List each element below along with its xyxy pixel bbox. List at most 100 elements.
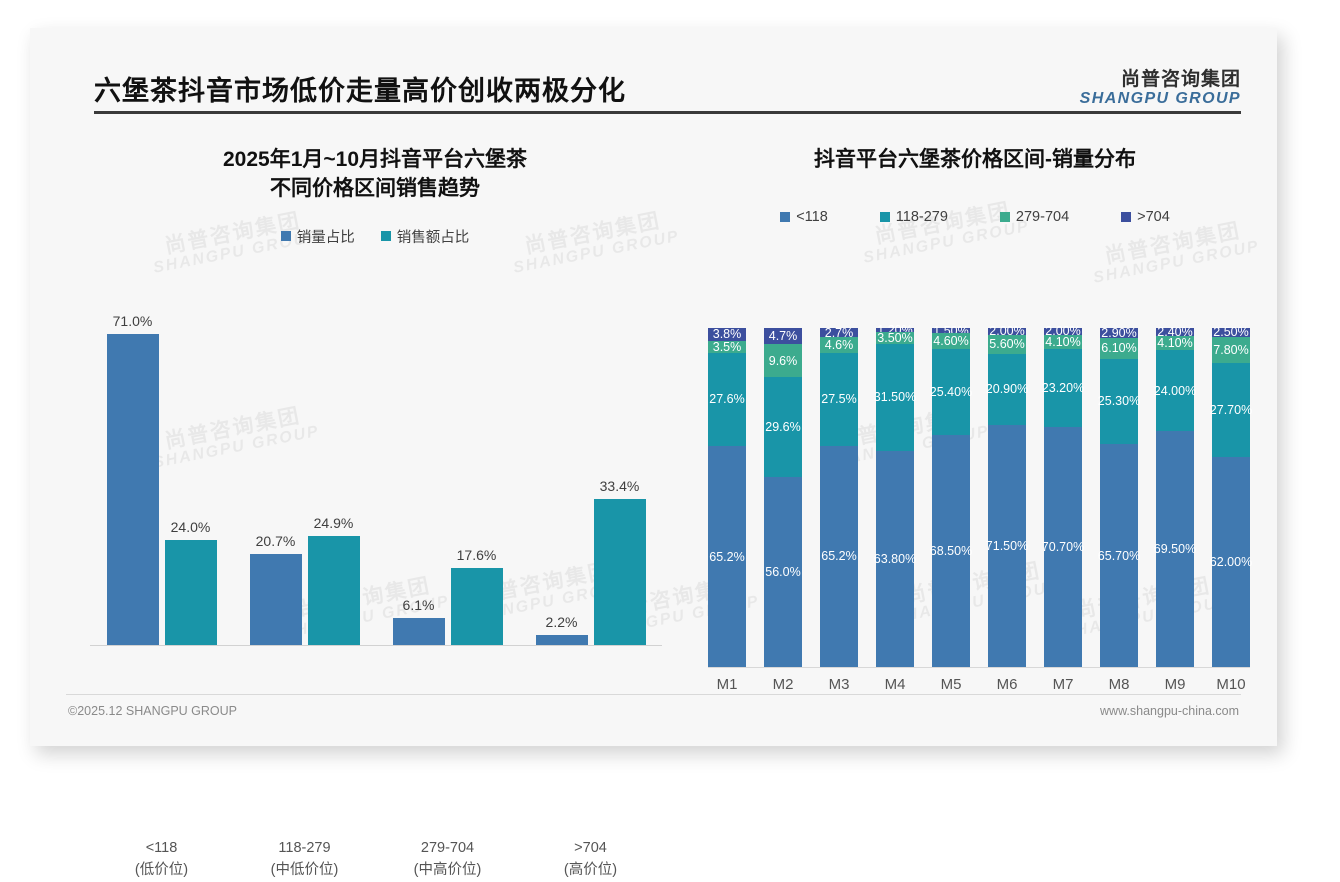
legend-label: 279-704 bbox=[1015, 208, 1070, 225]
slide-header: 六堡茶抖音市场低价走量高价创收两极分化 尚普咨询集团 SHANGPU GROUP bbox=[30, 62, 1277, 114]
stacked-segment[interactable]: 6.10% bbox=[1100, 337, 1138, 359]
right-legend-item[interactable]: 279-704 bbox=[999, 208, 1070, 225]
bar-value-label: 17.6% bbox=[456, 546, 497, 563]
stacked-bar-column[interactable]: 2.00% 5.60% 20.90% 71.50% bbox=[985, 324, 1029, 667]
grouped-bar-groups: 71.0% 24.0% 20.7% 24.9% 6.1% 17.6% 2.2% 33.4% bbox=[90, 313, 662, 645]
left-chart-title-line2: 不同价格区间销售趋势 bbox=[270, 176, 480, 200]
grouped-bar-chart: 71.0% 24.0% 20.7% 24.9% 6.1% 17.6% 2.2% 33.4% <… bbox=[90, 313, 662, 878]
stacked-bar-column[interactable]: 2.40% 4.10% 24.00% 69.50% bbox=[1154, 325, 1196, 667]
stacked-segment[interactable]: 65.2% bbox=[708, 446, 746, 667]
left-chart-panel: 2025年1月~10月抖音平台六堡茶 不同价格区间销售趋势 销量占比 销售额占比 … bbox=[70, 128, 680, 878]
segment-value-label: 68.50% bbox=[929, 543, 973, 558]
stacked-segment[interactable]: 4.6% bbox=[820, 337, 858, 353]
stacked-segment[interactable]: 7.80% bbox=[1212, 336, 1250, 363]
right-chart-title: 抖音平台六堡茶价格区间-销量分布 bbox=[690, 146, 1260, 175]
stacked-segment[interactable]: 27.5% bbox=[820, 352, 858, 446]
stacked-segment[interactable]: 5.60% bbox=[988, 334, 1026, 354]
stacked-bar-column[interactable]: 3.8% 3.5% 27.6% 65.2% bbox=[708, 327, 746, 667]
stacked-bar-column[interactable]: 1.20% 3.50% 31.50% 63.80% bbox=[873, 323, 917, 667]
segment-value-label: 63.80% bbox=[873, 551, 917, 566]
bar[interactable]: 2.2% bbox=[535, 614, 588, 645]
stacked-segment[interactable]: 9.6% bbox=[764, 344, 802, 377]
stacked-bar-column[interactable]: 1.50% 4.60% 25.40% 68.50% bbox=[929, 324, 973, 667]
segment-value-label: 2.40% bbox=[1157, 325, 1193, 340]
bar[interactable]: 6.1% bbox=[392, 597, 445, 645]
bar[interactable]: 20.7% bbox=[249, 533, 302, 645]
stacked-bar-column[interactable]: 2.00% 4.10% 23.20% 70.70% bbox=[1042, 324, 1084, 667]
stacked-segment[interactable]: 69.50% bbox=[1154, 431, 1196, 667]
right-legend-item[interactable]: >704 bbox=[1121, 209, 1170, 225]
stacked-bar-column[interactable]: 2.7% 4.6% 27.5% 65.2% bbox=[820, 326, 858, 667]
stacked-segment[interactable]: 3.50% bbox=[876, 331, 914, 345]
stacked-segment[interactable]: 25.40% bbox=[930, 348, 972, 435]
stacked-segment[interactable]: 65.70% bbox=[1098, 444, 1140, 667]
left-legend-item[interactable]: 销售额占比 bbox=[380, 226, 469, 247]
stacked-segment[interactable]: 2.00% bbox=[988, 324, 1026, 338]
axis-tick-label: M7 bbox=[1052, 676, 1074, 693]
stacked-segment[interactable]: 20.90% bbox=[986, 353, 1028, 425]
page-title: 六堡茶抖音市场低价走量高价创收两极分化 bbox=[94, 76, 626, 106]
stacked-segment[interactable]: 62.00% bbox=[1209, 456, 1253, 667]
bar[interactable]: 33.4% bbox=[593, 478, 646, 645]
bar[interactable]: 24.0% bbox=[164, 519, 217, 645]
stacked-segment[interactable]: 25.30% bbox=[1098, 358, 1140, 445]
bar-slot: 71.0% bbox=[106, 313, 159, 645]
segment-value-label: 71.50% bbox=[985, 538, 1029, 553]
segment-value-label: 4.6% bbox=[824, 337, 854, 352]
stacked-segment[interactable]: 63.80% bbox=[873, 450, 917, 667]
stacked-segment[interactable]: 2.50% bbox=[1212, 325, 1250, 339]
stacked-segment[interactable]: 4.10% bbox=[1044, 335, 1082, 349]
stacked-segment[interactable]: 24.00% bbox=[1154, 350, 1196, 432]
stacked-segment[interactable]: 4.7% bbox=[764, 328, 802, 345]
stacked-bar-column[interactable]: 2.90% 6.10% 25.30% 65.70% bbox=[1098, 326, 1140, 667]
bar-group: 6.1% 17.6% bbox=[392, 316, 503, 645]
stacked-segment[interactable]: 3.8% bbox=[708, 327, 746, 341]
legend-swatch-icon bbox=[999, 211, 1010, 222]
stacked-segment[interactable]: 70.70% bbox=[1042, 427, 1084, 667]
stacked-segment[interactable]: 31.50% bbox=[874, 343, 916, 451]
segment-value-label: 27.70% bbox=[1209, 402, 1253, 417]
stacked-segment[interactable]: 71.50% bbox=[985, 424, 1029, 667]
stacked-segment[interactable]: 27.6% bbox=[708, 352, 746, 447]
bar[interactable]: 71.0% bbox=[106, 313, 159, 645]
stacked-segment[interactable]: 2.90% bbox=[1100, 326, 1138, 340]
segment-value-label: 62.00% bbox=[1209, 554, 1253, 569]
stacked-bar-column[interactable]: 2.50% 7.80% 27.70% 62.00% bbox=[1209, 325, 1253, 667]
stacked-segment[interactable]: 3.5% bbox=[708, 340, 746, 354]
category-name: <118 bbox=[145, 840, 178, 856]
stacked-segment[interactable]: 23.20% bbox=[1042, 348, 1084, 428]
segment-value-label: 3.50% bbox=[877, 331, 913, 345]
stacked-segment[interactable]: 56.0% bbox=[764, 477, 802, 667]
stacked-segment[interactable]: 29.6% bbox=[764, 376, 802, 478]
right-legend-item[interactable]: 118-279 bbox=[879, 209, 948, 225]
segment-value-label: 4.7% bbox=[768, 329, 798, 344]
stacked-segment[interactable]: 27.70% bbox=[1209, 362, 1253, 457]
segment-value-label: 4.10% bbox=[1157, 336, 1193, 351]
stacked-segment[interactable]: 4.60% bbox=[932, 333, 970, 349]
axis-tick-label: M8 bbox=[1108, 676, 1130, 693]
bar-group: 20.7% 24.9% bbox=[249, 316, 360, 645]
bar[interactable]: 24.9% bbox=[307, 515, 360, 645]
segment-value-label: 65.2% bbox=[709, 549, 745, 564]
category-name: 118-279 bbox=[278, 840, 331, 856]
segment-value-label: 4.60% bbox=[933, 333, 969, 348]
left-legend-item[interactable]: 销量占比 bbox=[280, 226, 355, 247]
legend-swatch-icon bbox=[1121, 211, 1132, 222]
stacked-segment[interactable]: 2.7% bbox=[820, 326, 858, 340]
right-chart-legend: <118 118-279 279-704 >704 bbox=[690, 209, 1260, 225]
stacked-bar-column[interactable]: 4.7% 9.6% 29.6% 56.0% bbox=[764, 328, 802, 667]
stacked-segment[interactable]: 68.50% bbox=[929, 434, 973, 667]
legend-swatch-icon bbox=[879, 211, 890, 222]
bar[interactable]: 17.6% bbox=[450, 547, 503, 645]
stacked-segment[interactable]: 4.10% bbox=[1156, 336, 1194, 350]
right-legend-item[interactable]: <118 bbox=[780, 209, 828, 225]
segment-value-label: 5.60% bbox=[989, 337, 1025, 352]
bar-value-label: 71.0% bbox=[112, 312, 153, 329]
stacked-segment[interactable]: 2.40% bbox=[1156, 325, 1194, 340]
logo-english-text: SHANGPU GROUP bbox=[1079, 90, 1241, 108]
bar-slot: 17.6% bbox=[450, 316, 503, 645]
right-chart-tick-labels: M1 M2 M3 M4 M5 M6 M7 M8 M9 M10 bbox=[708, 676, 1250, 693]
bar-value-label: 33.4% bbox=[599, 477, 640, 494]
stacked-segment[interactable]: 65.2% bbox=[820, 445, 858, 667]
category-label: <118 (低价位) bbox=[102, 838, 222, 882]
